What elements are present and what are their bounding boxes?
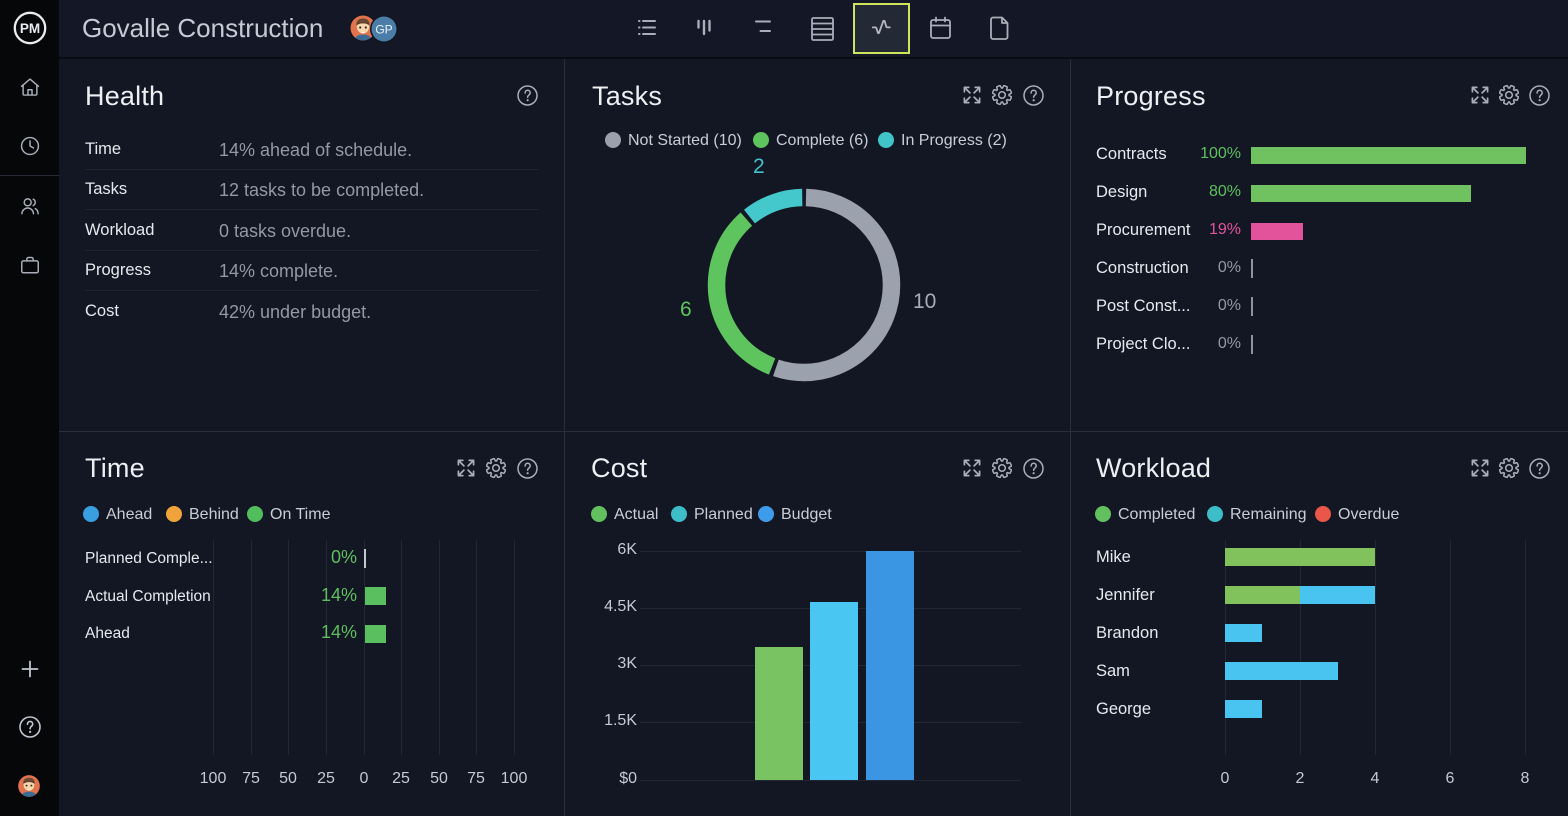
svg-text:PM: PM <box>20 21 40 36</box>
svg-text:GP: GP <box>375 23 392 37</box>
